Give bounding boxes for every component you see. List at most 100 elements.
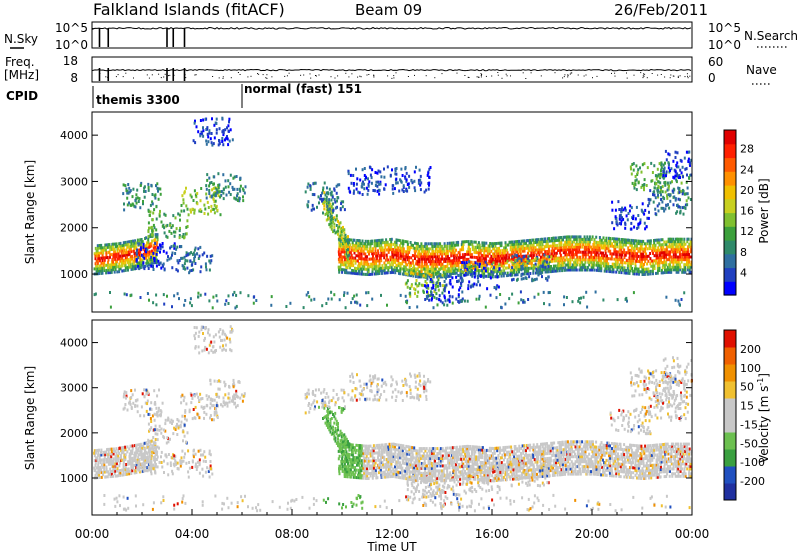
power-cell	[334, 206, 337, 210]
power-cell	[675, 180, 678, 184]
power-cell	[367, 184, 370, 188]
power-cell	[588, 235, 591, 239]
power-cell	[669, 169, 671, 172]
power-cell	[583, 235, 586, 239]
power-cell	[326, 204, 329, 208]
power-cell	[153, 226, 156, 230]
power-cell	[593, 268, 596, 272]
power-cell	[500, 244, 503, 247]
power-cell	[554, 264, 557, 268]
power-cell	[463, 264, 466, 268]
power-cell	[492, 242, 495, 246]
power-cell	[662, 206, 665, 210]
power-cell	[379, 256, 382, 260]
power-cell	[581, 237, 584, 241]
power-cell	[339, 243, 342, 247]
power-cell	[672, 237, 675, 241]
power-cell	[476, 268, 478, 272]
power-cell	[443, 260, 445, 263]
power-cell	[163, 302, 166, 306]
power-cell	[150, 262, 153, 266]
power-cell	[124, 184, 127, 188]
power-cell	[665, 255, 668, 259]
power-cell	[643, 242, 646, 246]
power-cell	[520, 277, 523, 281]
power-cell	[143, 267, 146, 271]
power-cell	[157, 246, 160, 250]
power-cell	[407, 182, 410, 186]
power-cell	[685, 192, 688, 196]
power-cell	[419, 247, 422, 251]
cpid-segment-2: normal (fast) 151	[244, 82, 362, 96]
power-cell	[583, 263, 586, 267]
power-cell	[654, 182, 657, 186]
velocity-cell	[155, 458, 158, 461]
power-cell	[619, 268, 622, 272]
power-cell	[191, 263, 194, 267]
power-cell	[473, 275, 476, 279]
power-cell	[200, 209, 203, 213]
power-cell	[663, 166, 666, 170]
power-cell	[415, 279, 418, 282]
power-cell	[584, 260, 587, 264]
velocity-cell	[126, 450, 129, 454]
power-cell	[327, 192, 330, 196]
power-cell	[564, 258, 566, 262]
power-cell	[509, 271, 512, 275]
power-cell	[158, 262, 161, 266]
power-cell	[433, 295, 436, 299]
power-cell	[412, 243, 414, 247]
power-cell	[451, 285, 454, 289]
power-cell	[159, 250, 161, 254]
nave-dot	[491, 75, 493, 77]
power-cell	[365, 262, 368, 266]
power-cell	[414, 251, 417, 255]
power-cell	[511, 253, 514, 257]
power-cell	[458, 261, 461, 265]
power-cell	[567, 235, 570, 239]
power-cell	[210, 132, 213, 135]
power-cell	[329, 209, 332, 213]
power-cell	[501, 259, 504, 263]
power-cell	[452, 272, 455, 275]
nave-dot	[168, 75, 169, 77]
power-cell	[377, 249, 379, 253]
power-cell	[120, 257, 123, 261]
power-cell	[397, 246, 400, 250]
power-cell	[460, 299, 463, 303]
power-cell	[345, 249, 348, 252]
power-cell	[472, 266, 475, 270]
power-cell	[495, 249, 498, 253]
power-cell	[558, 269, 561, 273]
power-cell	[652, 193, 654, 197]
noise-left-tick-top: 10^5	[55, 21, 88, 35]
power-cell	[529, 259, 532, 263]
power-cell	[662, 163, 665, 167]
power-cell	[407, 258, 410, 262]
power-cell	[643, 185, 645, 189]
power-cell	[614, 245, 617, 249]
power-cell	[619, 253, 622, 257]
power-cell	[365, 244, 368, 248]
power-cell	[391, 268, 393, 272]
power-cell	[607, 249, 610, 253]
power-cell	[574, 263, 576, 267]
power-cell	[502, 259, 505, 263]
power-cell	[639, 265, 642, 269]
power-cell	[675, 174, 678, 178]
power-cell	[154, 241, 157, 245]
power-cell	[540, 240, 543, 244]
power-cell	[653, 164, 656, 168]
power-cell	[395, 266, 398, 270]
power-cell	[372, 257, 375, 261]
power-cell	[433, 290, 436, 294]
velocity-cell	[100, 475, 103, 479]
power-cell	[625, 214, 628, 218]
power-cell	[443, 242, 446, 246]
power-cell	[111, 263, 114, 267]
velocity-cell	[338, 447, 341, 451]
power-cell	[571, 300, 574, 304]
power-cell	[618, 255, 621, 259]
velocity-cell	[118, 471, 121, 475]
power-ylabel: Slant Range [km]	[23, 160, 37, 264]
